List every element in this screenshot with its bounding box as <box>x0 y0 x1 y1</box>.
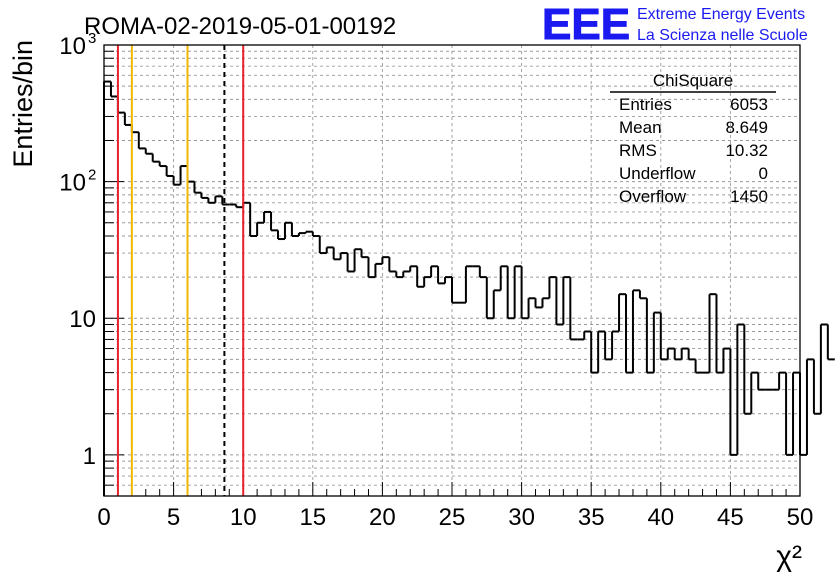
y-tick-label: 10 <box>59 170 86 197</box>
stats-row-value: 10.32 <box>725 141 768 160</box>
project-subtitle: La Scienza nelle Scuole <box>637 27 808 44</box>
x-tick-labels: 0 5 10 15 20 25 30 35 40 45 50 <box>97 504 813 531</box>
stats-row-value: 6053 <box>730 95 768 114</box>
plot-frame <box>103 44 801 497</box>
stats-row-label: Entries <box>619 95 672 114</box>
x-tick-label: 45 <box>717 504 744 531</box>
y-tick-label: 1 <box>83 443 96 470</box>
x-tick-label: 35 <box>578 504 605 531</box>
reference-lines <box>116 45 245 496</box>
stats-row-label: Mean <box>619 118 662 137</box>
stats-row-label: RMS <box>619 141 657 160</box>
x-tick-label: 15 <box>299 504 326 531</box>
stats-title: ChiSquare <box>653 71 733 90</box>
y-tick-exponent: 3 <box>88 30 96 47</box>
eee-logo: EEE <box>542 0 630 49</box>
stats-row-label: Underflow <box>619 164 696 183</box>
stats-row-label: Overflow <box>619 187 687 206</box>
run-title: ROMA-02-2019-05-01-00192 <box>84 13 396 40</box>
x-tick-label: 40 <box>647 504 674 531</box>
x-tick-label: 5 <box>167 504 180 531</box>
project-name: Extreme Energy Events <box>637 6 805 23</box>
y-axis-title: Entries/bin <box>8 40 38 168</box>
grid-lines <box>104 45 800 496</box>
x-axis-title: χ² <box>776 540 802 572</box>
stats-row-value: 8.649 <box>725 118 768 137</box>
stats-row-value: 0 <box>759 164 768 183</box>
x-tick-label: 20 <box>369 504 396 531</box>
stats-row-value: 1450 <box>730 187 768 206</box>
stats-box: ChiSquare Entries 6053 Mean 8.649 RMS 10.32 Un… <box>610 71 776 206</box>
x-tick-label: 25 <box>439 504 466 531</box>
y-tick-label: 10 <box>69 306 96 333</box>
x-tick-label: 30 <box>508 504 535 531</box>
y-tick-label: 10 <box>59 33 86 60</box>
x-tick-label: 50 <box>787 504 814 531</box>
x-tick-label: 10 <box>230 504 257 531</box>
y-tick-exponent: 2 <box>88 167 96 184</box>
x-tick-label: 0 <box>97 504 110 531</box>
